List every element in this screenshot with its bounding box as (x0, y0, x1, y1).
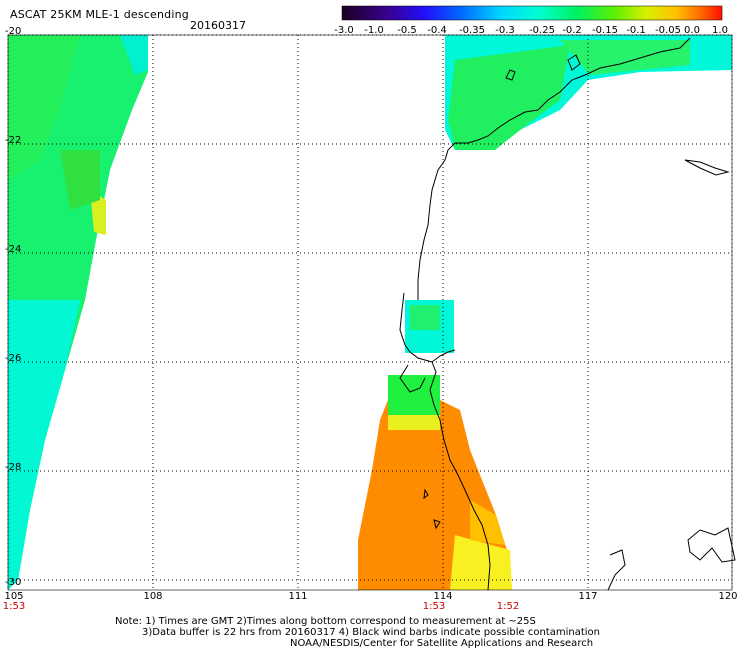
footnote-line: Note: 1) Times are GMT 2)Times along bot… (115, 616, 536, 627)
lat-label: -26 (5, 353, 22, 364)
product-title: ASCAT 25KM MLE-1 descending (10, 8, 189, 21)
colorbar-label: -0.5 (397, 25, 417, 36)
colorbar-label: -0.4 (427, 25, 447, 36)
product-date: 20160317 (190, 19, 246, 32)
lat-label: -22 (5, 135, 22, 146)
colorbar-label: -3.0 (334, 25, 354, 36)
data-swaths (8, 35, 732, 590)
lat-label: -28 (5, 462, 22, 473)
lat-label: -30 (5, 577, 22, 588)
colorbar-label: -0.3 (495, 25, 515, 36)
lon-label: 111 (288, 591, 308, 602)
colorbar-label: -0.25 (529, 25, 555, 36)
colorbar-label: 0.0 (684, 25, 700, 36)
lon-label: 114 (433, 591, 453, 602)
colorbar-label: -0.2 (562, 25, 582, 36)
pass-time: 1:53 (2, 601, 26, 612)
swath-west (8, 35, 148, 590)
pass-time: 1:52 (496, 601, 520, 612)
map-frame (7, 34, 733, 591)
colorbar-label: -0.1 (626, 25, 646, 36)
colorbar-label: -0.35 (459, 25, 485, 36)
lat-label: -24 (5, 244, 22, 255)
pass-time: 1:53 (422, 601, 446, 612)
colorbar-label: -0.15 (592, 25, 618, 36)
lat-label: -20 (5, 26, 22, 37)
lon-label: 108 (143, 591, 163, 602)
colorbar (341, 5, 723, 21)
footnote-line: 3)Data buffer is 22 hrs from 20160317 4)… (142, 627, 600, 638)
colorbar-label: 1.0 (712, 25, 728, 36)
lon-label: 120 (718, 591, 738, 602)
colorbar-label: -1.0 (364, 25, 384, 36)
coastline (399, 37, 736, 591)
colorbar-label: -0.05 (655, 25, 681, 36)
lon-label: 117 (578, 591, 598, 602)
lon-label: 105 (4, 591, 24, 602)
footnote-credit: NOAA/NESDIS/Center for Satellite Applica… (290, 638, 594, 649)
